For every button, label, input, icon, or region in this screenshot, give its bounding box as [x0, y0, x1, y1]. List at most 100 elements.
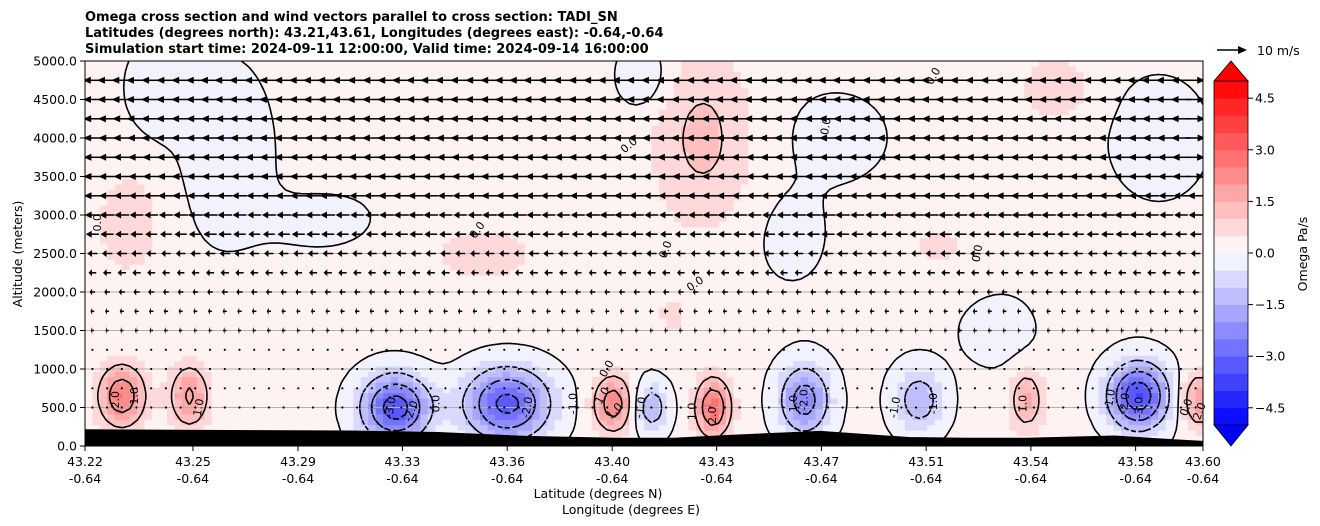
omega-cell — [740, 349, 749, 356]
omega-cell — [658, 403, 667, 410]
omega-cell — [204, 408, 213, 415]
omega-cell — [562, 371, 571, 378]
omega-cell — [1158, 403, 1167, 410]
omega-cell — [316, 381, 325, 388]
omega-cell — [509, 339, 518, 346]
omega-cell — [673, 376, 682, 383]
omega-cell — [398, 419, 407, 426]
omega-cell — [107, 376, 116, 383]
omega-cell — [316, 360, 325, 367]
omega-cell — [845, 408, 854, 415]
omega-cell — [875, 397, 884, 404]
omega-cell — [547, 376, 556, 383]
omega-cell — [837, 323, 846, 329]
omega-cell — [837, 376, 846, 383]
omega-cell — [524, 360, 533, 367]
omega-cell — [263, 403, 272, 410]
omega-cell — [308, 349, 317, 356]
omega-cell — [330, 323, 340, 329]
omega-cell — [897, 323, 906, 329]
omega-cell — [748, 333, 757, 340]
omega-cell — [107, 323, 116, 329]
omega-cell — [569, 274, 578, 281]
omega-cell — [316, 355, 325, 362]
omega-cell — [681, 280, 690, 287]
omega-cell — [338, 360, 347, 367]
omega-cell — [219, 333, 228, 340]
omega-cell — [211, 349, 220, 356]
omega-cell — [360, 269, 369, 276]
omega-cell — [1165, 419, 1174, 426]
omega-cell — [971, 339, 980, 346]
omega-cell — [234, 323, 243, 329]
omega-cell — [778, 296, 787, 303]
omega-cell — [807, 301, 817, 308]
omega-cell — [114, 349, 123, 356]
omega-cell — [509, 317, 518, 324]
omega-cell — [398, 323, 407, 329]
omega-cell — [524, 333, 533, 340]
omega-cell — [711, 397, 720, 404]
omega-cell — [480, 333, 489, 340]
omega-cell — [837, 387, 846, 394]
omega-cell — [815, 312, 824, 319]
omega-cell — [1165, 360, 1174, 367]
omega-cell — [830, 323, 839, 329]
omega-cell — [196, 312, 205, 319]
omega-cell — [614, 413, 623, 420]
omega-cell — [599, 429, 608, 436]
omega-cell — [852, 344, 861, 351]
omega-cell — [301, 306, 310, 313]
omega-cell — [1188, 424, 1197, 431]
omega-cell — [837, 371, 846, 378]
omega-cell — [502, 323, 511, 329]
omega-cell — [1158, 355, 1167, 362]
omega-cell — [1180, 403, 1189, 410]
omega-cell — [621, 376, 630, 383]
omega-cell — [815, 269, 824, 276]
omega-cell — [1068, 381, 1077, 388]
omega-cell — [800, 306, 809, 313]
omega-cell — [830, 296, 839, 303]
omega-cell — [509, 397, 518, 404]
omega-cell — [1061, 397, 1070, 404]
omega-cell — [472, 344, 481, 351]
omega-cell — [1121, 344, 1130, 351]
omega-cell — [1076, 280, 1085, 287]
omega-cell — [457, 413, 466, 420]
omega-cell — [316, 269, 325, 276]
omega-cell — [591, 339, 600, 346]
omega-cell — [599, 280, 608, 287]
omega-cell — [338, 317, 347, 324]
omega-cell — [1076, 317, 1085, 324]
omega-cell — [301, 349, 310, 356]
omega-cell — [152, 280, 161, 287]
omega-cell — [226, 296, 235, 303]
omega-cell — [763, 397, 772, 404]
omega-cell — [986, 371, 995, 378]
omega-cell — [159, 419, 168, 426]
omega-cell — [166, 376, 176, 383]
omega-cell — [778, 285, 787, 292]
omega-cell — [122, 317, 131, 324]
omega-cell — [219, 376, 228, 383]
omega-cell — [688, 381, 697, 388]
omega-cell — [942, 328, 951, 335]
omega-cell — [904, 349, 913, 356]
omega-cell — [554, 328, 563, 335]
omega-cell — [785, 413, 794, 420]
omega-cell — [234, 339, 243, 346]
omega-cell — [957, 360, 966, 367]
omega-cell — [1076, 344, 1085, 351]
omega-cell — [450, 290, 459, 297]
omega-cell — [860, 285, 869, 292]
omega-cell — [539, 360, 548, 367]
omega-cell — [934, 333, 943, 340]
omega-cell — [1076, 333, 1085, 340]
omega-cell — [442, 376, 451, 383]
omega-cell — [137, 349, 146, 356]
omega-cell — [353, 376, 362, 383]
omega-cell — [435, 301, 444, 308]
omega-cell — [234, 419, 243, 426]
omega-cell — [1113, 403, 1122, 410]
